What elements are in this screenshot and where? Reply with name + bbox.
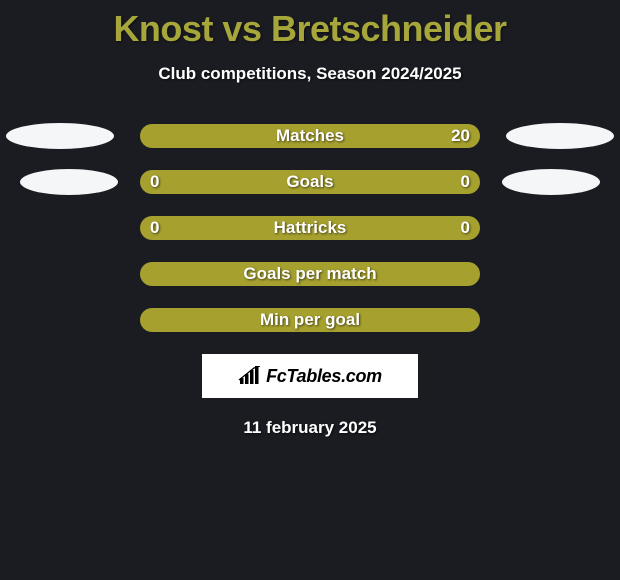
stat-label: Min per goal bbox=[260, 310, 360, 330]
comparison-infographic: Knost vs Bretschneider Club competitions… bbox=[0, 0, 620, 438]
stat-rows: Matches 20 0 Goals 0 0 Hattricks 0 bbox=[0, 124, 620, 332]
stat-label: Goals bbox=[286, 172, 333, 192]
player-left-marker bbox=[6, 123, 114, 149]
stat-bar: Matches 20 bbox=[140, 124, 480, 148]
stat-left-value: 0 bbox=[150, 172, 159, 192]
player-right-marker bbox=[502, 169, 600, 195]
brand-logo-text: FcTables.com bbox=[266, 366, 382, 387]
stat-row: Goals per match bbox=[0, 262, 620, 286]
page-subtitle: Club competitions, Season 2024/2025 bbox=[158, 64, 461, 84]
footer-date: 11 february 2025 bbox=[243, 418, 376, 438]
stat-label: Goals per match bbox=[243, 264, 376, 284]
stat-row: Min per goal bbox=[0, 308, 620, 332]
stat-row: 0 Goals 0 bbox=[0, 170, 620, 194]
page-title: Knost vs Bretschneider bbox=[113, 8, 506, 50]
stat-bar: 0 Hattricks 0 bbox=[140, 216, 480, 240]
stat-label: Hattricks bbox=[274, 218, 347, 238]
player-right-marker bbox=[506, 123, 614, 149]
stat-right-value: 0 bbox=[461, 172, 470, 192]
bar-chart-icon bbox=[238, 366, 262, 386]
stat-row: 0 Hattricks 0 bbox=[0, 216, 620, 240]
stat-bar: Goals per match bbox=[140, 262, 480, 286]
stat-right-value: 20 bbox=[451, 126, 470, 146]
stat-row: Matches 20 bbox=[0, 124, 620, 148]
brand-logo: FcTables.com bbox=[202, 354, 418, 398]
stat-bar: 0 Goals 0 bbox=[140, 170, 480, 194]
stat-bar: Min per goal bbox=[140, 308, 480, 332]
stat-left-value: 0 bbox=[150, 218, 159, 238]
player-left-marker bbox=[20, 169, 118, 195]
stat-label: Matches bbox=[276, 126, 344, 146]
stat-right-value: 0 bbox=[461, 218, 470, 238]
